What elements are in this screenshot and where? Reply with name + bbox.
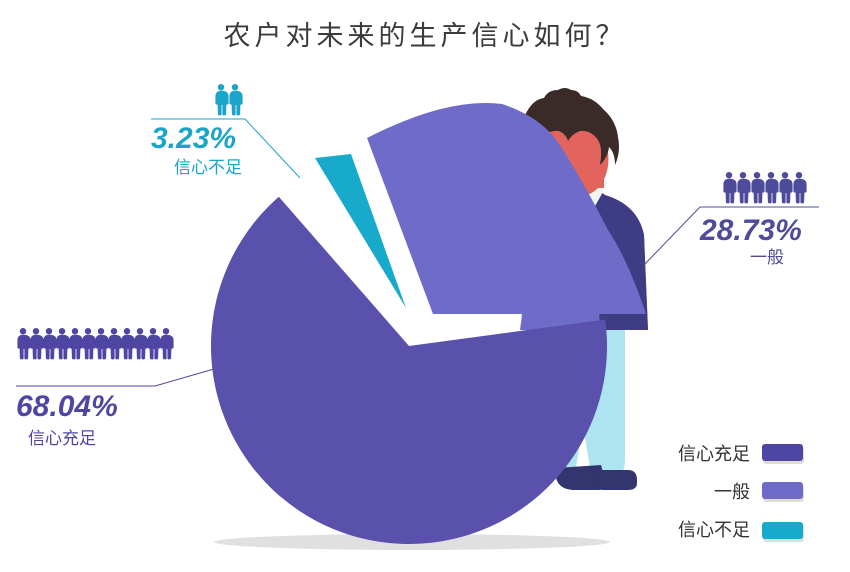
svg-text:一般: 一般: [714, 482, 750, 502]
svg-text:信心充足: 信心充足: [678, 444, 750, 464]
svg-text:一般: 一般: [750, 248, 784, 267]
svg-text:3.23%: 3.23%: [151, 122, 236, 155]
svg-text:信心不足: 信心不足: [678, 520, 750, 540]
svg-text:信心不足: 信心不足: [174, 158, 242, 177]
svg-text:28.73%: 28.73%: [699, 214, 802, 247]
svg-text:68.04%: 68.04%: [16, 390, 118, 423]
svg-text:信心充足: 信心充足: [28, 429, 96, 448]
